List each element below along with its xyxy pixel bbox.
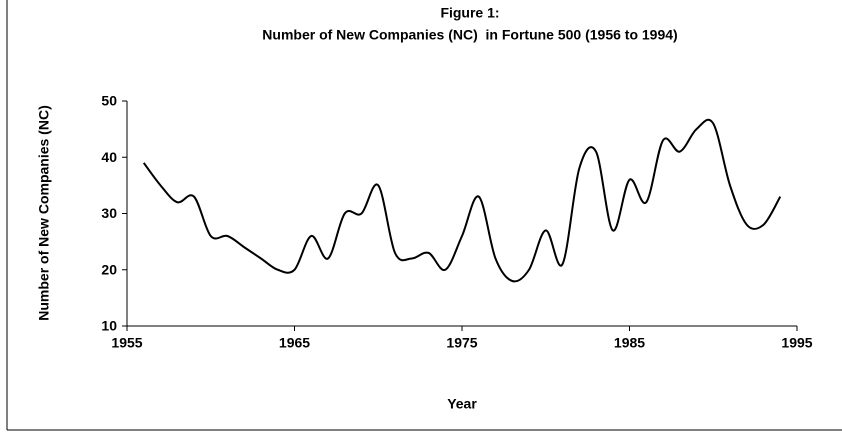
x-tick-label: 1955 (111, 335, 142, 351)
x-tick-label: 1975 (446, 335, 477, 351)
y-tick-label: 20 (101, 261, 117, 277)
y-tick-label: 10 (101, 318, 117, 334)
y-axis-title: Number of New Companies (NC) (36, 105, 52, 320)
y-tick-label: 50 (101, 93, 117, 109)
chart-title: Figure 1: (440, 5, 499, 21)
y-tick-label: 30 (101, 205, 117, 221)
x-tick-label: 1995 (781, 335, 812, 351)
chart-subtitle: Number of New Companies (NC) in Fortune … (262, 27, 677, 43)
x-tick-label: 1965 (279, 335, 310, 351)
x-tick-label: 1985 (614, 335, 645, 351)
x-axis-title: Year (447, 396, 477, 412)
data-line (142, 118, 782, 283)
y-tick-label: 40 (101, 149, 117, 165)
